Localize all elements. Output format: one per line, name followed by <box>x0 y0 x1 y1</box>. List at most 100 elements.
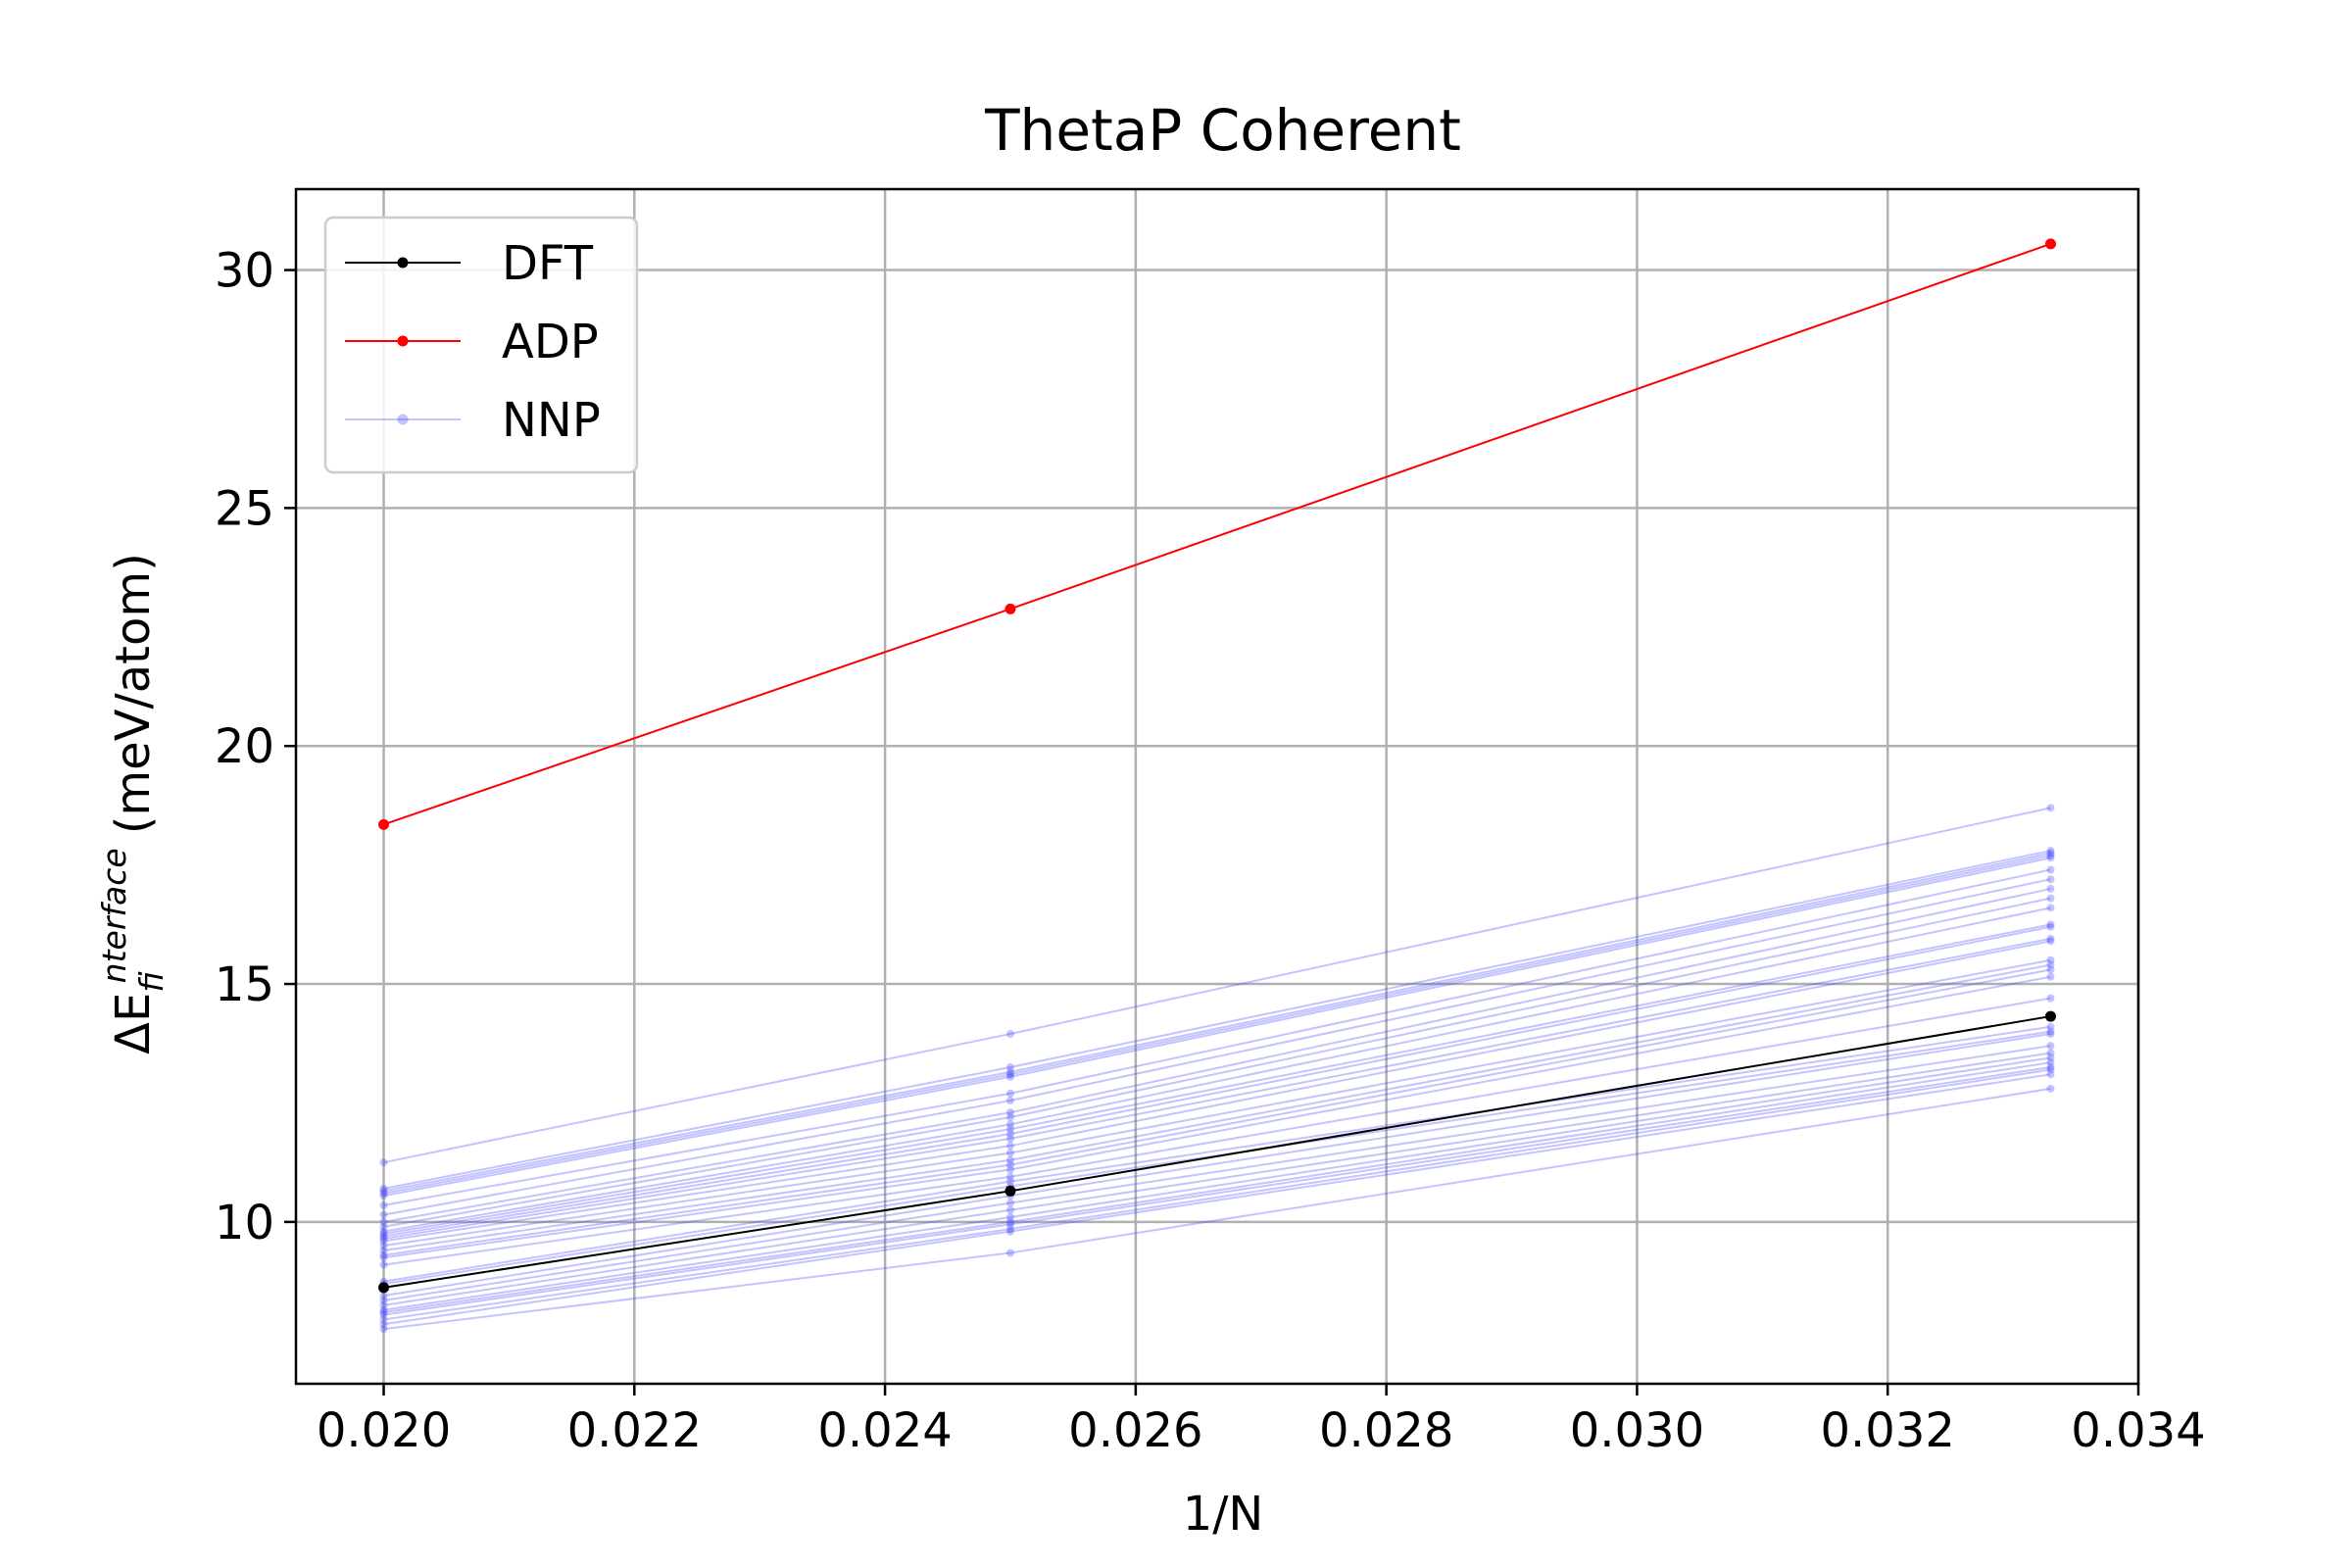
x-axis: 0.020 0.022 0.024 0.026 0.028 0.030 0.032 0.034 <box>317 1384 2206 1458</box>
nnp-series-1-point <box>379 1158 388 1167</box>
nnp-series-17-point <box>2046 965 2055 974</box>
nnp-series-30-point <box>1005 1249 1014 1257</box>
nnp-series-7-point <box>379 1210 388 1219</box>
nnp-series-18-line <box>383 975 2051 1259</box>
nnp-series-12-line <box>383 925 2051 1238</box>
nnp-series-15-point <box>2046 956 2055 964</box>
nnp-series-17-point <box>1005 1160 1014 1169</box>
nnp-series-10-point <box>1005 1120 1014 1129</box>
y-axis: 10 15 20 25 30 <box>215 244 296 1250</box>
nnp-series-19 <box>379 994 2055 1269</box>
nnp-series-22-point <box>2046 1030 2055 1039</box>
adp-series-point <box>378 818 390 830</box>
nnp-series-29 <box>379 1070 2055 1329</box>
nnp-series-19-point <box>2046 994 2055 1003</box>
y-tick-label: 10 <box>215 1196 274 1250</box>
nnp-series-25-point <box>2046 1054 2055 1062</box>
nnp-series-18-point <box>1005 1165 1014 1174</box>
nnp-series-2-line <box>383 850 2051 1190</box>
nnp-series-6-point <box>379 1200 388 1209</box>
nnp-series-6 <box>379 865 2055 1209</box>
nnp-series-5-point <box>379 1192 388 1200</box>
nnp-series-13-point <box>2046 934 2055 943</box>
nnp-series-24-line <box>383 1052 2051 1306</box>
nnp-series-27-line <box>383 1066 2051 1316</box>
nnp-series-25-point <box>1005 1213 1014 1222</box>
y-axis-title-unit: (meV/atom) <box>106 553 161 834</box>
nnp-series-1 <box>379 804 2055 1167</box>
nnp-series-12 <box>379 922 2055 1241</box>
nnp-series-16-line <box>383 963 2051 1252</box>
dft-series-point <box>1004 1185 1016 1197</box>
legend-entry-dft: DFT <box>345 236 594 291</box>
nnp-series-30 <box>379 1084 2055 1334</box>
nnp-series-11-point <box>1005 1125 1014 1134</box>
nnp-series-28 <box>379 1065 2055 1324</box>
nnp-series-29-line <box>383 1073 2051 1326</box>
nnp-series-10-point <box>379 1227 388 1236</box>
nnp-series-18 <box>379 972 2055 1262</box>
legend-label: ADP <box>502 315 599 369</box>
nnp-series-9-point <box>2046 894 2055 903</box>
nnp-series-28-line <box>383 1068 2051 1321</box>
dft-series-point <box>378 1282 390 1294</box>
nnp-series-20-point <box>1005 1177 1014 1186</box>
legend-label: NNP <box>502 393 601 448</box>
nnp-series-10-point <box>2046 904 2055 912</box>
y-axis-title-superscript: interface <box>95 848 133 983</box>
nnp-series-4-point <box>1005 1070 1014 1079</box>
nnp-series-2-point <box>2046 847 2055 856</box>
dft-series <box>378 1010 2056 1294</box>
adp-series-point <box>1004 603 1016 614</box>
legend-marker <box>397 257 409 269</box>
nnp-series-30-point <box>379 1325 388 1334</box>
nnp-series-27 <box>379 1063 2055 1319</box>
nnp-series-24 <box>379 1049 2055 1309</box>
nnp-series-11-line <box>383 923 2051 1236</box>
nnp-series-19-line <box>383 997 2051 1266</box>
nnp-series-13-line <box>383 937 2051 1240</box>
nnp-series-1-line <box>383 807 2051 1164</box>
x-tick-label: 0.030 <box>1570 1403 1704 1458</box>
nnp-series-14-point <box>2046 937 2055 946</box>
nnp-series-9-point <box>379 1222 388 1231</box>
nnp-series-16-point <box>1005 1155 1014 1164</box>
nnp-series-25-line <box>383 1056 2051 1311</box>
nnp-series-16-point <box>379 1247 388 1255</box>
adp-series-point <box>2044 238 2056 250</box>
nnp-series-4-point <box>379 1189 388 1198</box>
legend-entry-adp: ADP <box>345 315 599 369</box>
nnp-series-23 <box>379 1042 2055 1305</box>
x-tick-label: 0.034 <box>2071 1403 2205 1458</box>
nnp-series-14-point <box>1005 1142 1014 1151</box>
nnp-series-2-point <box>1005 1063 1014 1072</box>
nnp-series-20-line <box>383 1025 2051 1283</box>
nnp-series-28-point <box>379 1315 388 1324</box>
nnp-series-8-line <box>383 887 2051 1223</box>
nnp-series-18-point <box>2046 972 2055 981</box>
nnp-series-21-point <box>2046 1027 2055 1036</box>
nnp-series-23-point <box>2046 1042 2055 1051</box>
y-tick-label: 30 <box>215 244 274 299</box>
nnp-series-24-point <box>2046 1049 2055 1057</box>
nnp-series-8 <box>379 884 2055 1226</box>
nnp-series-6-line <box>383 868 2051 1206</box>
nnp-series-8-point <box>379 1217 388 1226</box>
nnp-series-10 <box>379 904 2055 1236</box>
nnp-series-9 <box>379 894 2055 1231</box>
nnp-series-14-line <box>383 940 2051 1243</box>
nnp-series-26-point <box>2046 1058 2055 1067</box>
nnp-series-17 <box>379 965 2055 1259</box>
nnp-series-12-point <box>2046 922 2055 931</box>
nnp-series-30-line <box>383 1087 2051 1331</box>
nnp-series-28-point <box>2046 1065 2055 1074</box>
adp-series <box>378 238 2056 830</box>
nnp-series-23-point <box>379 1297 388 1305</box>
nnp-series-25-point <box>379 1305 388 1314</box>
nnp-series-12-point <box>1005 1130 1014 1139</box>
nnp-series-10-line <box>383 906 2051 1233</box>
nnp-series-7-point <box>1005 1097 1014 1105</box>
plot-frame <box>294 187 2140 1386</box>
x-tick-label: 0.026 <box>1068 1403 1202 1458</box>
